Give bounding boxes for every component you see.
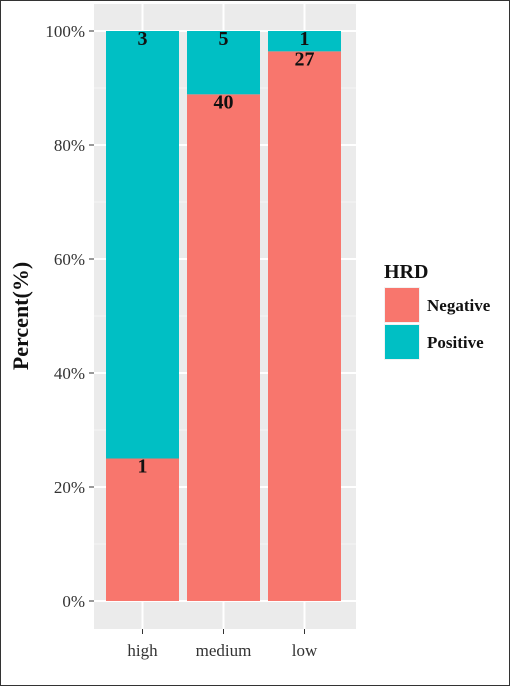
y-tick-label: 0% bbox=[62, 592, 85, 611]
y-tick-label: 60% bbox=[54, 250, 85, 269]
bars bbox=[106, 31, 341, 602]
legend-title: HRD bbox=[384, 261, 428, 283]
x-tick-label-low: low bbox=[292, 641, 318, 660]
count-label-negative-low: 27 bbox=[295, 48, 315, 70]
legend-swatch-positive bbox=[385, 325, 419, 359]
x-tick-label-medium: medium bbox=[196, 641, 252, 660]
bar-positive-high bbox=[106, 31, 179, 459]
bar-positive-medium bbox=[187, 31, 260, 95]
legend-label-positive: Positive bbox=[427, 333, 484, 352]
bar-negative-low bbox=[268, 51, 341, 602]
count-label-positive-high: 3 bbox=[138, 28, 148, 50]
count-label-positive-medium: 5 bbox=[219, 28, 229, 50]
count-label-positive-low: 1 bbox=[300, 28, 310, 50]
x-axis: high medium low bbox=[127, 629, 318, 660]
y-tick-label: 80% bbox=[54, 136, 85, 155]
legend: HRD Negative Positive bbox=[384, 261, 491, 360]
y-tick-label: 20% bbox=[54, 478, 85, 497]
x-tick-label-high: high bbox=[127, 641, 158, 660]
bar-positive-low bbox=[268, 31, 341, 52]
bar-negative-medium bbox=[187, 94, 260, 601]
y-tick-label: 100% bbox=[45, 22, 85, 41]
bar-negative-high bbox=[106, 458, 179, 601]
legend-swatch-negative bbox=[385, 288, 419, 322]
count-label-negative-medium: 40 bbox=[214, 91, 234, 113]
count-label-negative-high: 1 bbox=[138, 456, 148, 478]
y-axis-title: Percent(%) bbox=[8, 262, 33, 370]
y-axis: 0% 20% 40% 60% 80% 100% bbox=[45, 22, 94, 611]
y-tick-label: 40% bbox=[54, 364, 85, 383]
legend-label-negative: Negative bbox=[427, 296, 491, 315]
